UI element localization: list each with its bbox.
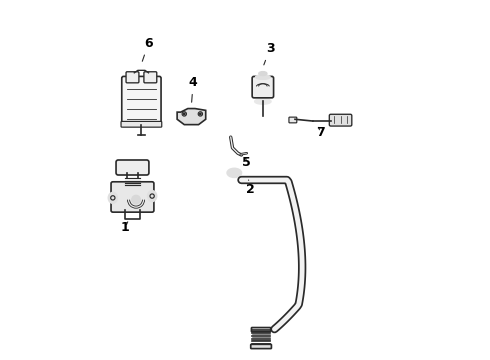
Text: 7: 7: [316, 126, 324, 139]
Text: 5: 5: [243, 156, 251, 169]
Circle shape: [132, 195, 140, 204]
Ellipse shape: [147, 191, 157, 202]
Ellipse shape: [259, 72, 267, 75]
Text: 2: 2: [246, 180, 255, 196]
FancyBboxPatch shape: [126, 72, 139, 83]
FancyBboxPatch shape: [122, 76, 161, 126]
Ellipse shape: [255, 99, 271, 104]
Ellipse shape: [256, 75, 270, 79]
FancyBboxPatch shape: [329, 114, 352, 126]
FancyBboxPatch shape: [144, 72, 157, 83]
Text: 1: 1: [121, 221, 130, 234]
Circle shape: [184, 113, 185, 114]
Circle shape: [199, 113, 201, 114]
FancyBboxPatch shape: [252, 76, 273, 98]
Text: 3: 3: [264, 42, 274, 65]
FancyBboxPatch shape: [289, 117, 297, 123]
Ellipse shape: [108, 193, 117, 203]
FancyBboxPatch shape: [251, 328, 270, 332]
Text: 6: 6: [142, 37, 153, 61]
FancyBboxPatch shape: [116, 160, 149, 175]
FancyBboxPatch shape: [121, 121, 162, 127]
FancyBboxPatch shape: [251, 344, 271, 348]
Ellipse shape: [227, 168, 242, 177]
Polygon shape: [177, 109, 206, 125]
FancyBboxPatch shape: [111, 182, 154, 212]
Text: 4: 4: [189, 76, 197, 102]
